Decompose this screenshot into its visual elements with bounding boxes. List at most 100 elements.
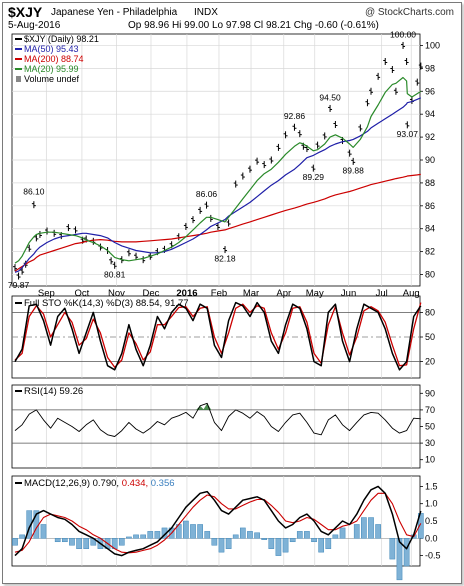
x-month-label: Sep	[38, 288, 55, 299]
price-bar	[276, 143, 281, 151]
price-bar	[322, 132, 327, 140]
price-bar	[365, 99, 370, 107]
macd-histogram-bar	[183, 520, 189, 539]
macd-histogram-bar	[396, 538, 403, 581]
price-bar	[13, 264, 17, 272]
gridlines	[12, 34, 423, 566]
x-month-label: Oct	[75, 288, 90, 299]
macd-histogram-bar	[154, 531, 161, 539]
high-label: Hi	[171, 20, 182, 31]
price-annotation: 93.07	[397, 129, 419, 139]
macd-histogram-bar	[247, 531, 253, 539]
price-bar	[247, 165, 252, 173]
macd-tick-label: 0.5	[425, 516, 438, 526]
rsi-title: RSI(14) 59.26	[24, 386, 83, 397]
rsi-tick-label: 90	[425, 388, 435, 398]
macd-histogram-bar	[40, 524, 47, 539]
price-bar	[126, 249, 131, 257]
macd-histogram-bar	[19, 534, 25, 539]
macd-histogram-bar	[332, 534, 339, 539]
price-bar	[269, 156, 274, 164]
macd-histogram-bar	[261, 538, 268, 540]
price-bar	[73, 226, 78, 234]
price-bar	[347, 149, 352, 157]
quote-line: Op 98.96 Hi 99.00 Lo 97.98 Cl 98.21 Chg …	[128, 20, 379, 31]
price-bar	[112, 261, 117, 269]
price-tick-label: 96	[425, 86, 435, 96]
macd-histogram-bar	[232, 534, 239, 539]
x-month-label: Aug	[403, 288, 420, 299]
price-bar	[292, 123, 297, 131]
price-bar	[393, 87, 398, 95]
price-bar	[283, 131, 288, 139]
price-annotation: 86.06	[196, 189, 218, 199]
macd-tick-label: -0.5	[425, 551, 441, 561]
price-bar	[226, 219, 231, 227]
rsi-tick-label: 30	[425, 438, 435, 448]
price-bar	[66, 224, 71, 232]
price-tick-label: 80	[425, 270, 435, 280]
price-bar	[315, 141, 320, 149]
line-macd-signal	[14, 492, 422, 554]
price-tick-label: 84	[425, 224, 435, 234]
price-tick-label: 94	[425, 109, 435, 119]
line-ma200	[14, 173, 421, 272]
open-label: Op	[128, 20, 142, 31]
price-bar	[134, 252, 139, 260]
macd-histogram-bar	[275, 538, 282, 556]
macd-histogram-bar	[353, 524, 360, 539]
macd-histogram-bar	[239, 527, 246, 539]
open-value: 98.96	[144, 20, 170, 31]
price-bar	[109, 257, 114, 265]
price-annotation: 80.81	[104, 269, 126, 279]
price-bar	[27, 244, 32, 252]
macd-histogram-bar	[133, 534, 139, 539]
price-bar	[328, 104, 333, 112]
macd-histogram-bar	[318, 538, 325, 553]
rsi-tick-label: 10	[425, 455, 435, 465]
macd-histogram-bar	[126, 536, 132, 539]
x-month-label: Dec	[143, 288, 160, 299]
macd-histogram-bar	[368, 517, 374, 539]
sto-title: Full STO %K(14,3) %D(3) 88.54, 91.77	[24, 298, 189, 309]
macd-histogram-bar	[61, 538, 68, 543]
x-month-label: 2016	[176, 288, 197, 299]
sto-tick-label: 80	[425, 307, 435, 317]
macd-histogram-bar	[282, 538, 289, 553]
price-tick-label: 88	[425, 178, 435, 188]
high-value: 99.00	[184, 20, 210, 31]
macd-tick-label: 1.5	[425, 481, 438, 491]
series-layer	[12, 41, 424, 581]
macd-histogram-bar	[118, 538, 125, 546]
price-annotation: 86.10	[23, 187, 45, 197]
panel-rsi	[11, 384, 421, 469]
macd-histogram-bar	[311, 538, 317, 543]
low-label: Lo	[211, 20, 224, 31]
macd-histogram-bar	[211, 538, 218, 546]
macd-histogram-bar	[268, 538, 275, 549]
price-bar	[191, 216, 195, 224]
legend-ma20: MA(20) 95.99	[24, 64, 79, 74]
x-month-label: Jul	[376, 288, 388, 299]
price-bar	[405, 121, 410, 129]
price-tick-label: 98	[425, 63, 435, 73]
price-bar	[240, 172, 245, 180]
x-month-label: Feb	[211, 288, 227, 299]
price-bar	[369, 87, 373, 95]
price-tick-label: 82	[425, 247, 435, 257]
line-rsi	[14, 402, 421, 437]
macd-histogram-bar	[140, 534, 147, 539]
legend-swatch-volume	[16, 76, 21, 82]
macd-histogram-bar	[225, 538, 232, 549]
close-value: 98.21	[265, 20, 291, 31]
price-bar	[198, 206, 203, 214]
price-bar	[351, 157, 356, 165]
x-month-label: Apr	[276, 288, 291, 299]
macd-histogram-bar	[197, 524, 203, 539]
price-bar	[311, 164, 316, 172]
macd-histogram-bar	[304, 531, 310, 539]
sto-tick-label: 20	[425, 357, 435, 367]
x-month-label: May	[306, 288, 324, 299]
